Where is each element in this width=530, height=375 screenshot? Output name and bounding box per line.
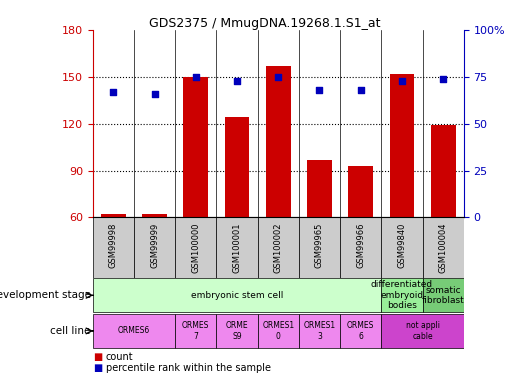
Bar <box>266 66 290 218</box>
Text: GSM99998: GSM99998 <box>109 222 118 268</box>
Text: ORME
S9: ORME S9 <box>226 321 249 340</box>
FancyBboxPatch shape <box>381 217 422 278</box>
Text: GSM100002: GSM100002 <box>274 222 282 273</box>
Text: differentiated
embryoid
bodies: differentiated embryoid bodies <box>371 280 433 310</box>
Text: GSM99840: GSM99840 <box>398 222 407 268</box>
Text: ORMES1
0: ORMES1 0 <box>262 321 294 340</box>
FancyBboxPatch shape <box>299 217 340 278</box>
Text: GSM100004: GSM100004 <box>439 222 448 273</box>
Text: cell line: cell line <box>50 326 91 336</box>
Text: GDS2375 / MmugDNA.19268.1.S1_at: GDS2375 / MmugDNA.19268.1.S1_at <box>149 17 381 30</box>
Text: development stage: development stage <box>0 290 91 300</box>
Point <box>109 89 118 95</box>
Text: ■: ■ <box>93 352 102 362</box>
Text: GSM100001: GSM100001 <box>233 222 242 273</box>
Point <box>357 87 365 93</box>
Bar <box>431 125 455 218</box>
FancyBboxPatch shape <box>175 217 216 278</box>
FancyBboxPatch shape <box>422 217 464 278</box>
FancyBboxPatch shape <box>93 217 134 278</box>
Text: ORMES
6: ORMES 6 <box>347 321 374 340</box>
Text: embryonic stem cell: embryonic stem cell <box>191 291 283 300</box>
Text: ORMES6: ORMES6 <box>118 326 150 335</box>
FancyBboxPatch shape <box>93 314 175 348</box>
FancyBboxPatch shape <box>299 314 340 348</box>
Text: somatic
fibroblast: somatic fibroblast <box>422 286 464 305</box>
Bar <box>183 77 208 218</box>
Point <box>398 78 406 84</box>
Text: count: count <box>106 352 134 362</box>
Text: ORMES
7: ORMES 7 <box>182 321 209 340</box>
Point <box>439 76 447 82</box>
Point <box>191 74 200 80</box>
FancyBboxPatch shape <box>93 278 381 312</box>
Text: ORMES1
3: ORMES1 3 <box>303 321 335 340</box>
Text: not appli
cable: not appli cable <box>405 321 439 340</box>
FancyBboxPatch shape <box>381 278 422 312</box>
FancyBboxPatch shape <box>340 314 381 348</box>
Bar <box>142 214 167 217</box>
FancyBboxPatch shape <box>216 217 258 278</box>
FancyBboxPatch shape <box>422 278 464 312</box>
Bar <box>225 117 250 218</box>
Point <box>233 78 241 84</box>
Text: GSM99965: GSM99965 <box>315 222 324 268</box>
FancyBboxPatch shape <box>258 217 299 278</box>
Text: GSM100000: GSM100000 <box>191 222 200 273</box>
FancyBboxPatch shape <box>216 314 258 348</box>
Point <box>151 91 159 97</box>
Text: GSM99966: GSM99966 <box>356 222 365 268</box>
Point <box>274 74 282 80</box>
Bar <box>101 214 126 217</box>
FancyBboxPatch shape <box>381 314 464 348</box>
Text: GSM99999: GSM99999 <box>150 222 159 267</box>
Text: percentile rank within the sample: percentile rank within the sample <box>106 363 271 373</box>
Text: ■: ■ <box>93 363 102 373</box>
FancyBboxPatch shape <box>258 314 299 348</box>
Point <box>315 87 324 93</box>
FancyBboxPatch shape <box>175 314 216 348</box>
FancyBboxPatch shape <box>134 217 175 278</box>
Bar <box>348 166 373 218</box>
Bar <box>390 74 414 217</box>
FancyBboxPatch shape <box>340 217 381 278</box>
Bar <box>307 160 332 218</box>
